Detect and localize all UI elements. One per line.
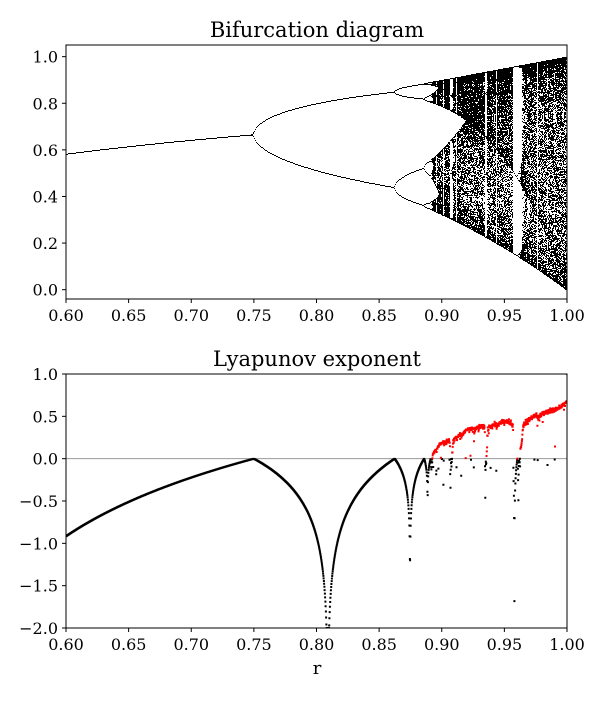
chart-title: Bifurcation diagram	[210, 18, 424, 42]
x-tick-label: 1.00	[549, 306, 585, 325]
bifurcation-points	[66, 57, 567, 290]
x-tick-label: 0.80	[299, 635, 335, 654]
y-tick: 0.5	[33, 407, 66, 426]
y-tick: 0.0	[33, 450, 66, 469]
lyapunov-y-ticks: −2.0 −1.5 −1.0 −0.5 0.0 0.5 1.0	[19, 365, 66, 638]
x-tick-label: 0.70	[173, 306, 209, 325]
y-tick-label: 0.8	[33, 94, 58, 113]
x-tick: 0.65	[111, 299, 147, 325]
lyapunov-negative-points	[66, 457, 556, 628]
y-tick: 0.6	[33, 141, 66, 160]
y-tick-label: −1.0	[19, 534, 58, 553]
x-tick-label: 0.85	[361, 306, 397, 325]
x-axis-label: r	[313, 658, 322, 679]
y-tick: 0.0	[33, 281, 66, 300]
x-tick: 0.60	[48, 299, 84, 325]
y-tick: 0.8	[33, 94, 66, 113]
x-tick: 0.95	[487, 628, 523, 654]
x-tick: 0.70	[173, 628, 209, 654]
y-tick-label: −2.0	[19, 619, 58, 638]
x-tick-label: 0.90	[424, 635, 460, 654]
x-tick-label: 0.95	[487, 306, 523, 325]
y-tick-label: −0.5	[19, 492, 58, 511]
x-tick: 0.75	[236, 628, 272, 654]
bifurcation-y-ticks: 0.0 0.2 0.4 0.6 0.8 1.0	[33, 48, 66, 300]
lyapunov-x-ticks: 0.60 0.65 0.70 0.75 0.80 0.85 0.90 0.95 1.00	[48, 628, 585, 654]
x-tick-label: 1.00	[549, 635, 585, 654]
x-tick: 0.65	[111, 628, 147, 654]
bifurcation-plot-area	[66, 57, 567, 290]
y-tick-label: 1.0	[33, 48, 58, 67]
lyapunov-chart: Lyapunov exponent 0.60 0.65 0.70 0.75 0.80 0.…	[19, 347, 585, 679]
x-tick: 0.95	[487, 299, 523, 325]
y-tick-label: 1.0	[33, 365, 58, 384]
y-tick-label: 0.2	[33, 234, 58, 253]
y-tick-label: −1.5	[19, 577, 58, 596]
x-tick: 0.70	[173, 299, 209, 325]
y-tick-label: 0.6	[33, 141, 58, 160]
y-tick: 0.2	[33, 234, 66, 253]
x-tick-label: 0.60	[48, 635, 84, 654]
lyapunov-plot-area	[66, 374, 567, 628]
y-tick-label: 0.0	[33, 450, 58, 469]
x-tick: 0.85	[361, 299, 397, 325]
x-tick-label: 0.65	[111, 306, 147, 325]
x-tick: 1.00	[549, 299, 585, 325]
x-tick-label: 0.70	[173, 635, 209, 654]
lyapunov-axes-frame	[65, 373, 568, 629]
x-tick-label: 0.95	[487, 635, 523, 654]
chart-title: Lyapunov exponent	[213, 347, 421, 371]
x-tick-label: 0.80	[299, 306, 335, 325]
y-tick-label: 0.4	[33, 187, 58, 206]
lyapunov-positive-points	[431, 374, 567, 460]
y-tick: −2.0	[19, 619, 66, 638]
x-tick: 0.60	[48, 628, 84, 654]
x-tick: 0.75	[236, 299, 272, 325]
x-tick-label: 0.75	[236, 635, 272, 654]
x-tick: 0.80	[299, 299, 335, 325]
y-tick-label: 0.0	[33, 281, 58, 300]
x-tick-label: 0.85	[361, 635, 397, 654]
x-tick: 0.85	[361, 628, 397, 654]
bifurcation-x-ticks: 0.60 0.65 0.70 0.75 0.80 0.85 0.90 0.95 1.00	[48, 299, 585, 325]
x-tick: 0.80	[299, 628, 335, 654]
x-tick-label: 0.60	[48, 306, 84, 325]
x-tick-label: 0.65	[111, 635, 147, 654]
x-tick-label: 0.90	[424, 306, 460, 325]
x-tick-label: 0.75	[236, 306, 272, 325]
y-tick-label: 0.5	[33, 407, 58, 426]
y-tick: −1.0	[19, 534, 66, 553]
y-tick: −0.5	[19, 492, 66, 511]
y-tick: 1.0	[33, 365, 66, 384]
bifurcation-chart: Bifurcation diagram 0.60 0.65 0.70 0.75 0.80…	[33, 18, 585, 325]
x-tick: 1.00	[549, 628, 585, 654]
y-tick: 0.4	[33, 187, 66, 206]
x-tick: 0.90	[424, 299, 460, 325]
y-tick: 1.0	[33, 48, 66, 67]
x-tick: 0.90	[424, 628, 460, 654]
y-tick: −1.5	[19, 577, 66, 596]
